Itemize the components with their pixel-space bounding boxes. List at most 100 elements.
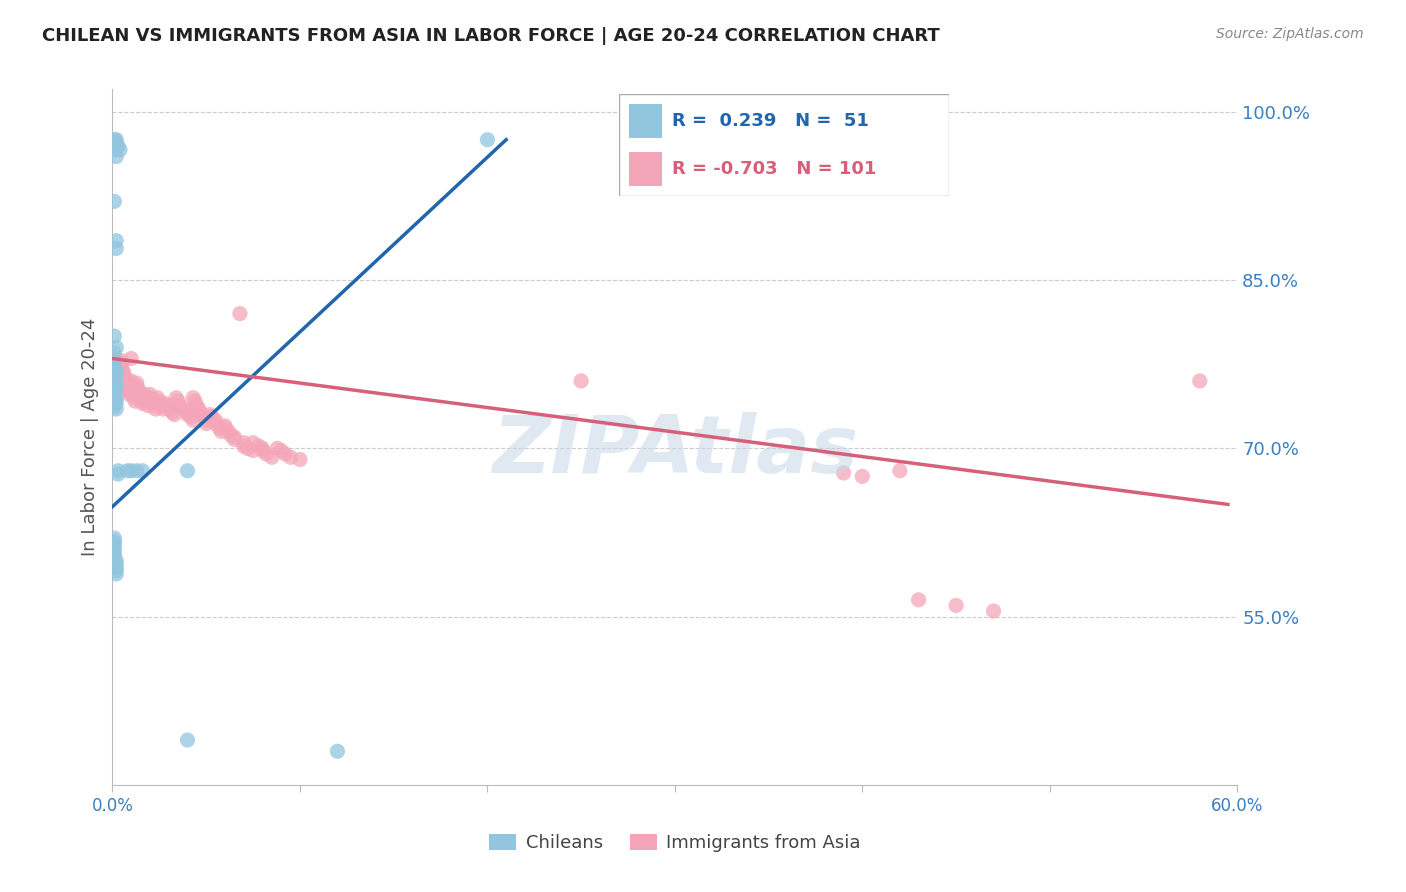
Point [103,133,125,147]
Point [125,376,148,391]
Point [181,391,204,405]
Point [103,549,125,563]
Point [983,604,1005,618]
Point [125,464,148,478]
Point [103,379,125,393]
Point [103,385,125,400]
Point [105,234,128,248]
Point [117,464,139,478]
Point [173,402,195,417]
Point [105,242,128,256]
Point [105,149,128,163]
Bar [628,104,662,137]
Point [129,387,152,401]
Point [120,464,142,478]
Point [112,365,135,379]
Point [232,435,254,450]
Point [224,430,246,444]
Text: Source: ZipAtlas.com: Source: ZipAtlas.com [1216,27,1364,41]
Point [103,534,125,549]
Point [180,409,202,424]
Point [107,365,129,379]
Point [118,385,141,400]
Point [204,417,226,431]
Text: R = -0.703   N = 101: R = -0.703 N = 101 [672,160,876,178]
Text: R =  0.239   N =  51: R = 0.239 N = 51 [672,112,869,130]
Point [105,357,128,371]
Point [136,399,159,413]
Point [195,413,218,427]
Point [145,402,167,417]
Point [108,143,131,157]
Point [150,399,173,413]
Point [236,442,259,456]
Point [124,394,146,409]
Point [184,394,207,409]
Point [288,452,311,467]
Point [105,133,128,147]
Point [832,466,855,480]
Point [108,372,131,386]
Point [111,363,134,377]
Point [125,379,148,393]
Point [326,744,349,758]
Point [105,377,128,392]
Point [117,379,139,393]
Point [176,405,198,419]
Point [128,383,150,397]
Point [103,542,125,557]
Point [167,394,190,409]
Point [103,346,125,360]
Point [103,400,125,414]
Point [187,402,209,417]
Text: ZIPAtlas: ZIPAtlas [492,412,858,490]
Point [103,531,125,545]
Point [120,374,142,388]
Point [103,546,125,560]
Point [139,391,162,405]
Point [569,374,592,388]
Point [139,387,162,401]
Point [124,391,146,405]
Point [157,399,180,413]
Point [153,396,176,410]
Point [146,391,169,405]
Point [851,469,873,483]
Point [157,402,180,417]
Point [122,383,145,397]
Point [105,564,128,578]
Point [266,442,288,456]
Point [107,363,129,377]
Point [135,394,157,409]
Legend: Chileans, Immigrants from Asia: Chileans, Immigrants from Asia [482,827,868,859]
Point [103,391,125,405]
Point [141,394,163,409]
Point [105,368,128,383]
Point [214,418,236,433]
Point [198,408,221,422]
Point [280,450,302,465]
Point [274,447,297,461]
Point [1188,374,1211,388]
Point [165,391,187,405]
Point [229,307,252,321]
Point [181,413,204,427]
Point [945,599,967,613]
Point [112,368,135,383]
Point [134,387,156,401]
FancyBboxPatch shape [619,94,949,196]
Text: CHILEAN VS IMMIGRANTS FROM ASIA IN LABOR FORCE | AGE 20-24 CORRELATION CHART: CHILEAN VS IMMIGRANTS FROM ASIA IN LABOR… [42,27,941,45]
Point [214,421,236,435]
Point [218,425,240,439]
Point [129,391,152,405]
Point [176,408,198,422]
Point [108,368,131,383]
Point [105,560,128,574]
Point [889,464,911,478]
Point [224,433,246,447]
Point [907,592,929,607]
Point [105,402,128,417]
Point [105,566,128,581]
Point [103,143,125,157]
Point [103,329,125,343]
